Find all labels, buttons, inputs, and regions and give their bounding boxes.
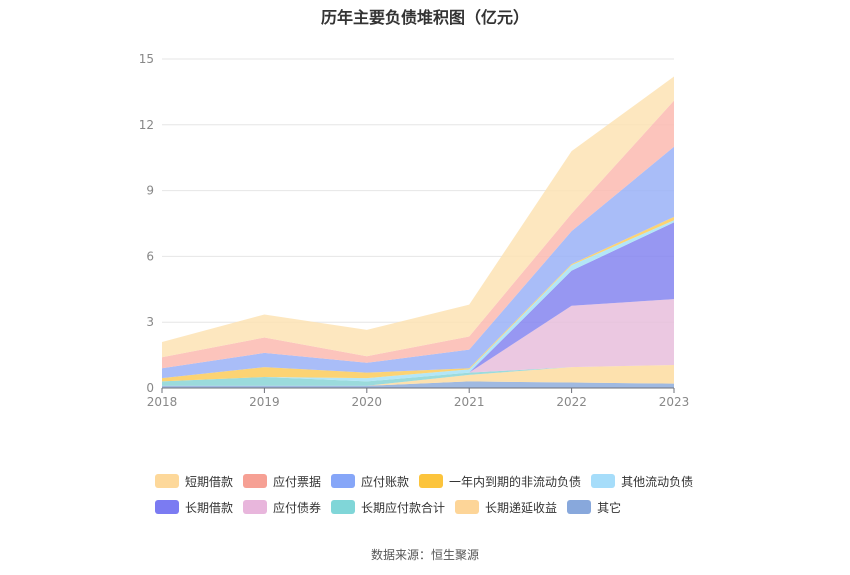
legend-item[interactable]: 应付债券 [243,498,321,516]
chart-legend: 短期借款 应付票据 应付账款 一年内到期的非流动负债 其他流动负债长期借款 应付债券 长期应… [155,472,715,516]
y-tick-label-6: 6 [146,249,154,263]
area-series-3 [162,299,674,382]
legend-item[interactable]: 一年内到期的非流动负债 [419,472,581,490]
legend-item[interactable]: 长期借款 [155,498,233,516]
legend-label: 应付账款 [361,474,410,489]
area-series-4 [162,222,674,382]
legend-item[interactable]: 应付账款 [331,472,409,490]
legend-item[interactable]: 其他流动负债 [591,472,693,490]
y-tick-label-3: 3 [146,315,154,329]
area-series-0 [162,381,674,388]
legend-swatch [591,474,616,488]
legend-label: 应付债券 [273,500,322,515]
legend-swatch [155,474,179,488]
chart-title: 历年主要负债堆积图（亿元） [320,8,529,27]
x-tick-label-2022: 2022 [556,395,587,409]
legend-label: 一年内到期的非流动负债 [449,474,582,489]
legend-swatch [419,474,444,488]
legend-label: 应付票据 [273,474,322,489]
legend-label: 长期应付款合计 [361,500,446,515]
legend-swatch [331,500,356,514]
legend-label: 长期递延收益 [485,500,558,515]
area-series-2 [162,364,674,386]
legend-swatch [455,500,480,514]
x-tick-label-2019: 2019 [249,395,280,409]
legend-swatch [331,474,356,488]
area-series-9 [162,76,674,358]
data-source-note: 数据来源：恒生聚源 [370,548,479,562]
y-tick-label-15: 15 [139,52,154,66]
y-tick-label-0: 0 [146,381,154,395]
legend-item[interactable]: 长期递延收益 [455,498,557,516]
y-tick-label-12: 12 [139,118,154,132]
y-tick-label-9: 9 [146,184,154,198]
legend-item[interactable]: 短期借款 [155,472,233,490]
legend-label: 长期借款 [185,500,234,515]
legend-swatch [155,500,179,514]
legend-item[interactable]: 长期应付款合计 [331,498,445,516]
x-tick-label-2023: 2023 [659,395,690,409]
x-tick-label-2021: 2021 [454,395,485,409]
x-tick-label-2018: 2018 [147,395,178,409]
legend-label: 其他流动负债 [621,474,694,489]
legend-swatch [243,474,268,488]
legend-label: 短期借款 [185,474,234,489]
legend-label: 其它 [597,500,622,515]
area-series-1 [162,364,674,386]
area-series-7 [162,146,674,379]
legend-item[interactable]: 应付票据 [243,472,321,490]
legend-item[interactable]: 其它 [567,498,621,516]
legend-swatch [567,500,592,514]
x-tick-label-2020: 2020 [352,395,383,409]
legend-swatch [243,500,268,514]
